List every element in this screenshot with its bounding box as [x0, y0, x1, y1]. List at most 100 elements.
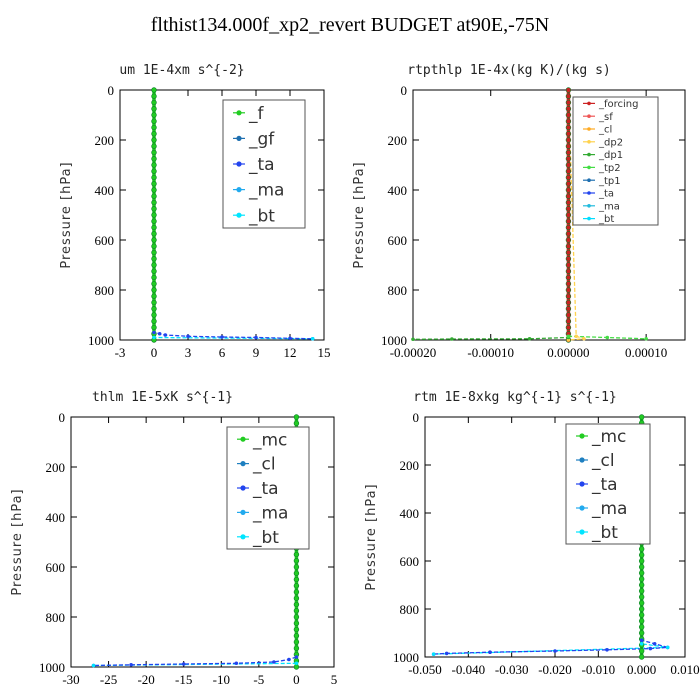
profile-point: [565, 206, 572, 212]
profile-point: [565, 281, 572, 287]
profile-point: [638, 612, 645, 618]
x-tick-label: 0.010: [670, 662, 699, 677]
profile-point: [151, 199, 157, 206]
profile-point: [151, 231, 157, 237]
profile-point: [151, 168, 157, 174]
profile-point: [151, 193, 157, 199]
profile-point: [565, 118, 572, 124]
surface-point: [294, 661, 299, 666]
surface-point: [91, 663, 96, 668]
surface-point: [186, 334, 190, 339]
profile-point: [638, 582, 645, 588]
surface-point: [488, 650, 492, 654]
profile-point: [151, 274, 157, 281]
profile-point: [638, 570, 645, 576]
profile-point: [565, 268, 572, 274]
profile-point: [293, 645, 300, 651]
legend-marker: [240, 436, 246, 442]
profile-point: [151, 306, 157, 312]
surface-point: [652, 642, 657, 646]
x-tick-label: -0.010: [582, 662, 616, 677]
panel-um: um 1E-4xm s^{-2} Pressure [hPa] -3 0 3 6 9 12 15…: [59, 63, 331, 360]
x-tick-label: 15: [318, 345, 331, 360]
series-line: [433, 417, 668, 655]
profile-point: [293, 614, 300, 620]
legend-label: _sf: [598, 112, 613, 123]
profile-point: [293, 570, 300, 576]
legend-label: _f: [248, 104, 265, 124]
profile-point: [151, 256, 157, 262]
surface-point: [605, 648, 609, 652]
legend-marker: [587, 204, 591, 208]
legend-marker: [587, 140, 591, 144]
profile-point: [151, 174, 157, 181]
legend-label: _ta: [598, 189, 614, 200]
surface-point: [566, 334, 571, 339]
legend-label: _bt: [252, 528, 279, 548]
y-axis-label: Pressure [hPa]: [364, 483, 379, 590]
profile-point: [565, 131, 572, 137]
profile-point: [638, 606, 645, 612]
surface-point: [234, 661, 239, 666]
profile-point: [638, 558, 645, 564]
profile-point: [293, 608, 300, 614]
legend-marker: [236, 212, 242, 218]
profile-point: [151, 281, 157, 287]
profile-point: [565, 193, 572, 199]
x-tick-label: -30: [62, 672, 79, 687]
profile-point: [565, 112, 572, 118]
x-tick-label: -0.00020: [390, 345, 437, 360]
profile-point: [151, 156, 157, 162]
legend-label: _cl: [591, 451, 615, 471]
legend-box: [572, 96, 659, 226]
x-tick-label: 3: [185, 345, 192, 360]
profile-point: [151, 118, 157, 124]
legend-marker: [579, 433, 585, 439]
surface-point: [444, 651, 449, 656]
x-tick-label: 6: [219, 345, 226, 360]
y-tick-label: 1000: [39, 660, 65, 675]
y-tick-label: 600: [95, 233, 115, 248]
x-tick-label: -0.040: [452, 662, 486, 677]
legend-marker: [236, 161, 242, 167]
profile-point: [565, 218, 572, 224]
surface-point: [411, 337, 415, 342]
profile-point: [565, 168, 572, 174]
profile-point: [565, 149, 572, 156]
profile-point: [638, 552, 645, 558]
figure-title: flthist134.000f_xp2_revert BUDGET at90E,…: [150, 14, 550, 36]
legend-label: _ta: [252, 479, 279, 499]
x-tick-label: 12: [284, 345, 297, 360]
profile-point: [638, 624, 645, 630]
profile-point: [638, 546, 645, 552]
profile-point: [293, 601, 300, 608]
profile-point: [565, 87, 572, 93]
y-tick-label: 400: [95, 183, 115, 198]
profile-point: [638, 588, 645, 594]
profile-point: [151, 149, 157, 156]
y-tick-label: 800: [95, 283, 115, 298]
profile-point: [293, 583, 300, 589]
legend-label: _forcing: [598, 99, 639, 110]
profile-point: [565, 174, 572, 181]
y-tick-label: 200: [95, 133, 115, 148]
profile-point: [293, 564, 300, 570]
surface-point: [431, 652, 436, 656]
surface-point: [648, 646, 653, 651]
surface-point: [665, 645, 670, 650]
y-tick-label: 600: [388, 233, 408, 248]
x-tick-label: -15: [175, 672, 192, 687]
surface-point: [644, 336, 648, 341]
x-tick-label: 0.00010: [625, 345, 667, 360]
legend-label: _bt: [598, 214, 614, 225]
legend-label: _mc: [591, 427, 626, 447]
surface-point: [566, 338, 571, 342]
y-tick-label: 800: [400, 602, 420, 617]
surface-point: [288, 336, 292, 341]
y-tick-label: 0: [59, 410, 66, 425]
profile-point: [293, 633, 300, 639]
x-tick-label: 0.00000: [547, 345, 589, 360]
surface-point: [605, 335, 610, 340]
profile-point: [565, 106, 572, 112]
